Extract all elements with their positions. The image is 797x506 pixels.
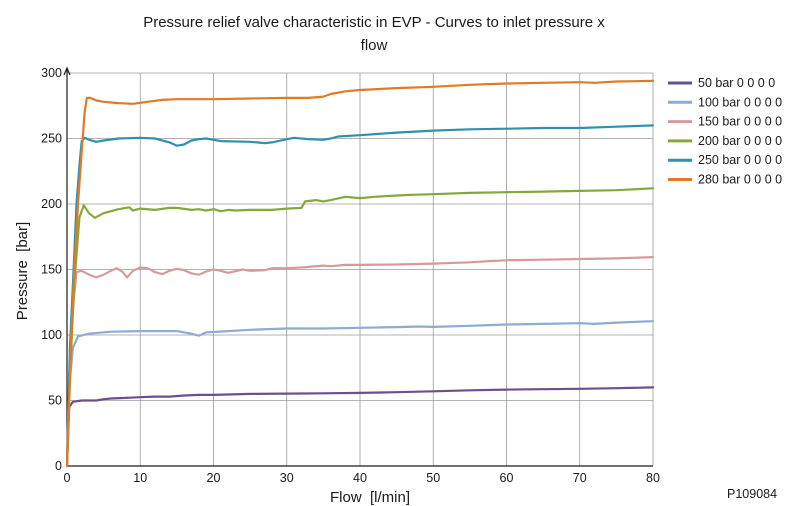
x-tick-label: 50 xyxy=(426,471,440,485)
series-line xyxy=(65,320,655,468)
series-line xyxy=(65,124,655,468)
series-line xyxy=(65,187,655,468)
x-tick-label: 80 xyxy=(646,471,660,485)
series-line xyxy=(65,256,655,468)
legend-label: 100 bar 0 0 0 0 xyxy=(698,95,782,109)
y-axis-arrow-icon xyxy=(63,66,71,76)
legend-label: 50 bar 0 0 0 0 xyxy=(698,76,775,90)
legend-label: 280 bar 0 0 0 0 xyxy=(698,173,782,187)
y-axis-label: Pressure [bar] xyxy=(14,222,31,320)
y-tick-label: 250 xyxy=(41,132,62,146)
reference-code: P109084 xyxy=(727,487,777,501)
series-line xyxy=(65,79,655,468)
x-tick-label: 60 xyxy=(500,471,514,485)
tick-labels: 0 10 20 30 40 50 60 70 80 0 50 100 150 200 250 300 xyxy=(41,66,660,485)
y-tick-label: 300 xyxy=(41,66,62,80)
series-line xyxy=(65,386,655,468)
x-tick-label: 0 xyxy=(64,471,71,485)
legend-label: 200 bar 0 0 0 0 xyxy=(698,134,782,148)
y-tick-label: 100 xyxy=(41,328,62,342)
x-tick-label: 40 xyxy=(353,471,367,485)
x-tick-label: 30 xyxy=(280,471,294,485)
chart-title-line-2: flow xyxy=(361,37,388,54)
chart-title-line-1: Pressure relief valve characteristic in … xyxy=(143,14,605,31)
legend-label: 250 bar 0 0 0 0 xyxy=(698,153,782,167)
y-tick-label: 50 xyxy=(48,394,62,408)
y-tick-label: 200 xyxy=(41,197,62,211)
x-tick-label: 20 xyxy=(207,471,221,485)
legend: 50 bar 0 0 0 0 100 bar 0 0 0 0 150 bar 0 0… xyxy=(668,76,782,187)
grid xyxy=(67,72,654,466)
x-tick-label: 70 xyxy=(573,471,587,485)
x-tick-label: 10 xyxy=(133,471,147,485)
y-tick-label: 150 xyxy=(41,263,62,277)
legend-label: 150 bar 0 0 0 0 xyxy=(698,115,782,129)
y-tick-label: 0 xyxy=(55,459,62,473)
series-group xyxy=(65,79,655,468)
axes xyxy=(63,66,653,467)
x-axis-label: Flow [l/min] xyxy=(330,489,410,506)
